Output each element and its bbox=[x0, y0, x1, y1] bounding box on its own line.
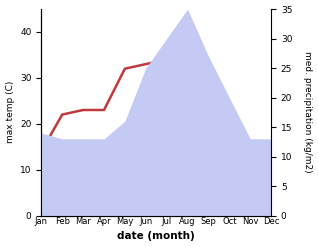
X-axis label: date (month): date (month) bbox=[117, 231, 195, 242]
Y-axis label: med. precipitation (kg/m2): med. precipitation (kg/m2) bbox=[303, 51, 313, 173]
Y-axis label: max temp (C): max temp (C) bbox=[5, 81, 15, 144]
